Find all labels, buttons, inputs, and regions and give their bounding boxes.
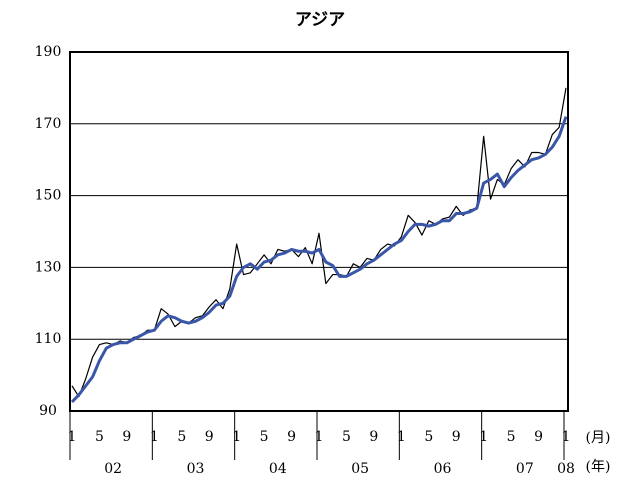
year-label: 05 [351, 461, 369, 477]
y-tick-label: 170 [35, 116, 62, 132]
year-label: 07 [516, 461, 534, 477]
year-unit: (年) [586, 459, 611, 475]
chart-title: アジア [295, 10, 345, 30]
data-line [70, 116, 568, 404]
x-tick-label: 5 [424, 429, 433, 445]
year-label: 06 [434, 461, 452, 477]
x-tick-label: 5 [342, 429, 351, 445]
x-tick-label: 9 [205, 429, 214, 445]
x-tick-label: 5 [507, 429, 516, 445]
x-tick-label: 9 [534, 429, 543, 445]
x-tick-label: 9 [369, 429, 378, 445]
y-tick-label: 190 [35, 44, 62, 60]
x-tick-label: 1 [315, 429, 324, 445]
x-tick-label: 5 [177, 429, 186, 445]
x-tick-label: 5 [95, 429, 104, 445]
x-tick-label: 1 [397, 429, 406, 445]
year-label: 08 [557, 461, 575, 477]
y-tick-label: 150 [35, 188, 62, 204]
x-tick-label: 9 [287, 429, 296, 445]
y-tick-label: 110 [35, 331, 62, 347]
x-tick-label: 5 [260, 429, 269, 445]
x-tick-label: 1 [479, 429, 488, 445]
x-tick-label: 9 [452, 429, 461, 445]
year-label: 03 [187, 461, 205, 477]
y-tick-label: 90 [39, 403, 57, 419]
x-tick-label: 1 [232, 429, 241, 445]
month-unit: (月) [586, 430, 611, 446]
data-line [71, 87, 567, 398]
x-tick-label: 1 [68, 429, 77, 445]
x-tick-label: 9 [122, 429, 131, 445]
plot-frame [69, 51, 569, 412]
y-tick-label: 130 [35, 259, 62, 275]
x-tick-label: 1 [150, 429, 159, 445]
year-label: 04 [269, 461, 287, 477]
x-tick-label: 1 [562, 429, 571, 445]
year-label: 02 [104, 461, 122, 477]
